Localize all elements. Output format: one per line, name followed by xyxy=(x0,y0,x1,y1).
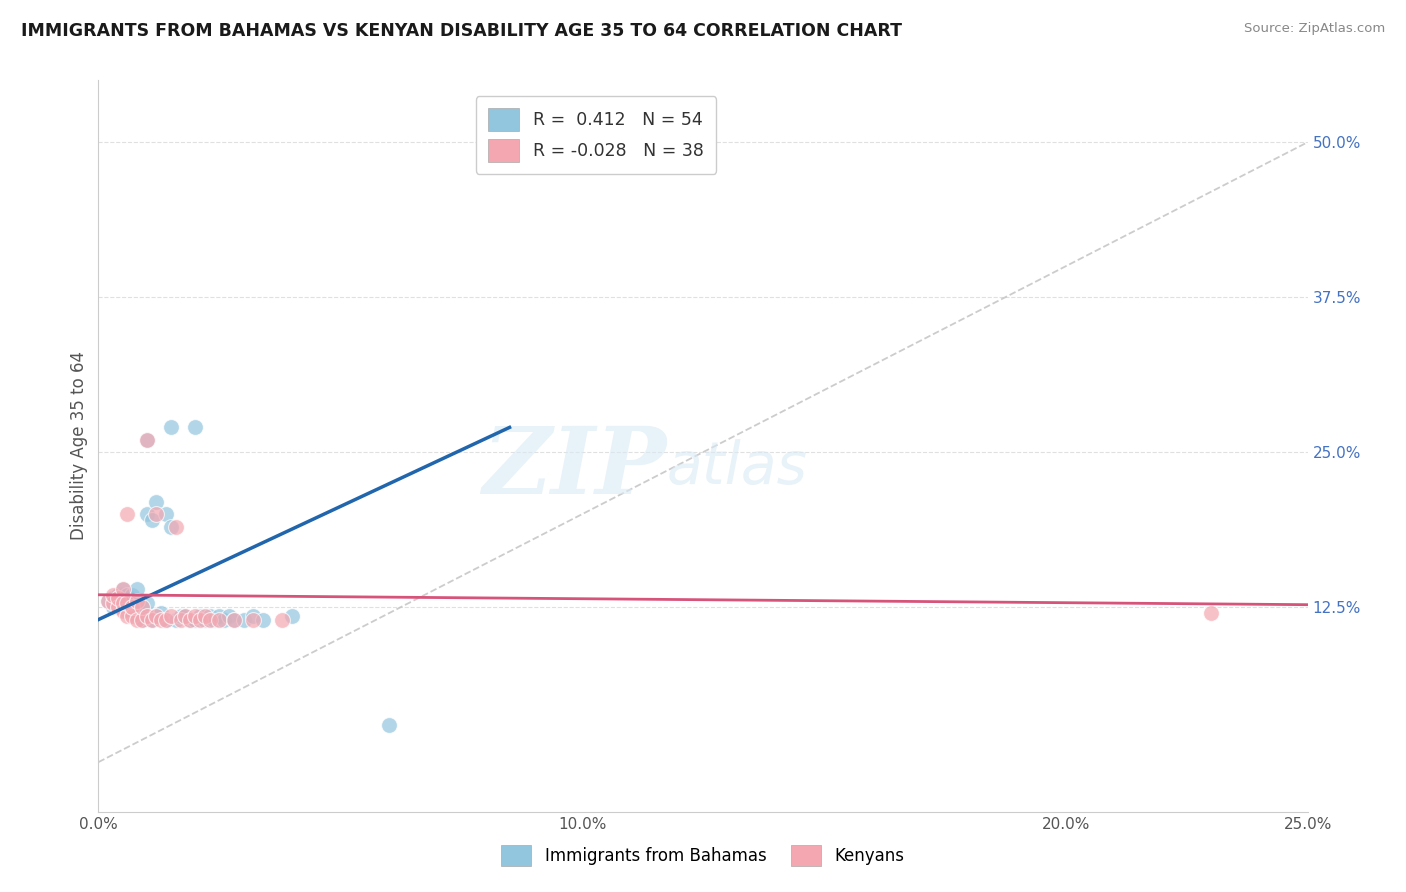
Point xyxy=(281,608,304,623)
Point xyxy=(271,613,294,627)
Point xyxy=(117,507,139,521)
Point xyxy=(117,597,139,611)
Point xyxy=(141,613,163,627)
Point xyxy=(155,613,177,627)
Text: IMMIGRANTS FROM BAHAMAS VS KENYAN DISABILITY AGE 35 TO 64 CORRELATION CHART: IMMIGRANTS FROM BAHAMAS VS KENYAN DISABI… xyxy=(21,22,903,40)
Point xyxy=(141,513,163,527)
Point xyxy=(188,613,211,627)
Point xyxy=(222,613,245,627)
Text: ZIP: ZIP xyxy=(482,423,666,513)
Point xyxy=(101,597,124,611)
Point xyxy=(179,613,201,627)
Point xyxy=(204,613,226,627)
Point xyxy=(160,608,183,623)
Point xyxy=(107,594,129,608)
Point xyxy=(198,608,221,623)
Point xyxy=(107,591,129,606)
Point xyxy=(97,594,120,608)
Point xyxy=(155,613,177,627)
Point xyxy=(165,613,187,627)
Point xyxy=(121,597,143,611)
Legend: Immigrants from Bahamas, Kenyans: Immigrants from Bahamas, Kenyans xyxy=(494,837,912,875)
Point xyxy=(131,613,153,627)
Text: atlas: atlas xyxy=(666,440,807,497)
Point xyxy=(111,588,134,602)
Point xyxy=(188,608,211,623)
Point xyxy=(145,608,167,623)
Point xyxy=(135,608,157,623)
Point xyxy=(121,608,143,623)
Point xyxy=(242,608,264,623)
Point xyxy=(174,608,197,623)
Point xyxy=(218,608,240,623)
Y-axis label: Disability Age 35 to 64: Disability Age 35 to 64 xyxy=(70,351,89,541)
Point xyxy=(111,604,134,618)
Point xyxy=(135,597,157,611)
Point xyxy=(111,582,134,596)
Point xyxy=(169,608,191,623)
Point xyxy=(150,613,173,627)
Point xyxy=(160,420,183,434)
Point xyxy=(111,600,134,615)
Point xyxy=(169,613,191,627)
Point xyxy=(242,613,264,627)
Point xyxy=(145,507,167,521)
Point xyxy=(208,613,231,627)
Legend: R =  0.412   N = 54, R = -0.028   N = 38: R = 0.412 N = 54, R = -0.028 N = 38 xyxy=(475,96,716,174)
Point xyxy=(121,607,143,621)
Point xyxy=(131,613,153,627)
Point xyxy=(101,588,124,602)
Point xyxy=(131,600,153,615)
Point xyxy=(107,588,129,602)
Point xyxy=(111,594,134,608)
Text: Source: ZipAtlas.com: Source: ZipAtlas.com xyxy=(1244,22,1385,36)
Point xyxy=(194,613,217,627)
Point xyxy=(107,600,129,615)
Point xyxy=(127,594,149,608)
Point xyxy=(184,420,207,434)
Point xyxy=(127,600,149,615)
Point xyxy=(131,600,153,615)
Point xyxy=(127,582,149,596)
Point xyxy=(174,608,197,623)
Point xyxy=(145,495,167,509)
Point xyxy=(184,613,207,627)
Point xyxy=(117,588,139,602)
Point xyxy=(101,591,124,606)
Point xyxy=(97,594,120,608)
Point xyxy=(111,582,134,596)
Point xyxy=(135,507,157,521)
Point xyxy=(208,608,231,623)
Point xyxy=(141,613,163,627)
Point xyxy=(150,607,173,621)
Point xyxy=(135,608,157,623)
Point xyxy=(127,608,149,623)
Point xyxy=(252,613,274,627)
Point xyxy=(222,613,245,627)
Point xyxy=(179,613,201,627)
Point xyxy=(160,519,183,533)
Point xyxy=(121,588,143,602)
Point xyxy=(194,608,217,623)
Point xyxy=(135,433,157,447)
Point xyxy=(184,608,207,623)
Point xyxy=(135,433,157,447)
Point xyxy=(111,597,134,611)
Point xyxy=(155,507,177,521)
Point xyxy=(165,519,187,533)
Point xyxy=(101,600,124,615)
Point xyxy=(145,608,167,623)
Point xyxy=(117,597,139,611)
Point xyxy=(121,600,143,615)
Point xyxy=(117,604,139,618)
Point xyxy=(1199,607,1222,621)
Point xyxy=(377,718,399,732)
Point xyxy=(117,608,139,623)
Point xyxy=(107,597,129,611)
Point xyxy=(198,613,221,627)
Point xyxy=(212,613,235,627)
Point xyxy=(111,597,134,611)
Point xyxy=(127,613,149,627)
Point xyxy=(232,613,254,627)
